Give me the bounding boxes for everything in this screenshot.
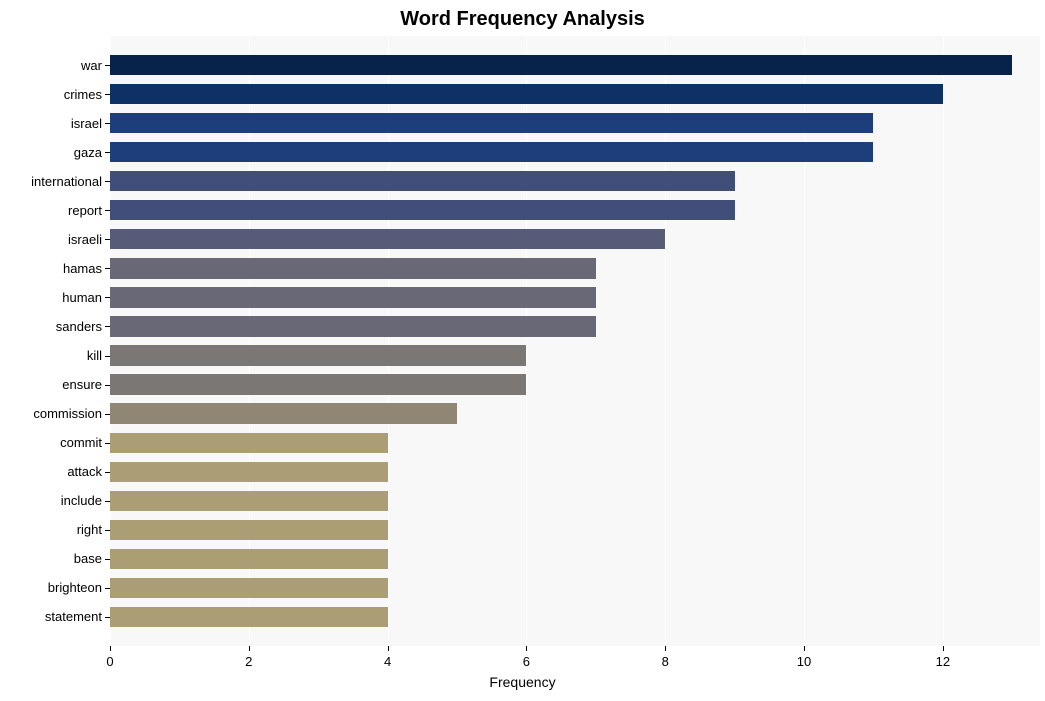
x-tick: [665, 646, 666, 651]
x-axis-title: Frequency: [0, 674, 1045, 690]
bar: [110, 200, 735, 220]
y-tick-label: gaza: [74, 145, 102, 160]
y-tick-label: human: [62, 290, 102, 305]
y-tick: [105, 501, 110, 502]
bar: [110, 462, 388, 482]
y-tick-label: ensure: [62, 377, 102, 392]
bar: [110, 374, 526, 394]
bar: [110, 142, 873, 162]
y-tick: [105, 65, 110, 66]
x-tick-label: 0: [106, 654, 113, 669]
y-tick: [105, 297, 110, 298]
bar: [110, 287, 596, 307]
x-tick-label: 6: [523, 654, 530, 669]
plot-area: [110, 36, 1040, 646]
y-tick-label: israel: [71, 116, 102, 131]
x-tick-label: 8: [662, 654, 669, 669]
x-tick: [249, 646, 250, 651]
y-tick: [105, 94, 110, 95]
y-tick-label: israeli: [68, 232, 102, 247]
bar: [110, 345, 526, 365]
y-tick: [105, 181, 110, 182]
y-tick-label: report: [68, 203, 102, 218]
bar: [110, 549, 388, 569]
y-tick: [105, 268, 110, 269]
y-tick-label: base: [74, 551, 102, 566]
y-tick: [105, 152, 110, 153]
y-tick-label: sanders: [56, 319, 102, 334]
bar: [110, 171, 735, 191]
y-tick: [105, 414, 110, 415]
y-tick-label: statement: [45, 609, 102, 624]
y-tick: [105, 588, 110, 589]
y-tick-label: crimes: [64, 87, 102, 102]
y-tick: [105, 356, 110, 357]
x-tick-label: 2: [245, 654, 252, 669]
bar: [110, 229, 665, 249]
y-tick-label: hamas: [63, 261, 102, 276]
y-tick: [105, 559, 110, 560]
y-tick: [105, 385, 110, 386]
bar: [110, 491, 388, 511]
y-tick-label: attack: [67, 464, 102, 479]
bar: [110, 258, 596, 278]
bar: [110, 403, 457, 423]
y-tick: [105, 210, 110, 211]
word-frequency-chart: Word Frequency Analysis Frequency 0 2 4 6 8 1…: [0, 0, 1045, 701]
y-tick-label: right: [77, 522, 102, 537]
y-tick-label: commit: [60, 435, 102, 450]
x-tick: [804, 646, 805, 651]
chart-title: Word Frequency Analysis: [0, 8, 1045, 31]
x-tick: [943, 646, 944, 651]
bar: [110, 607, 388, 627]
x-tick-label: 12: [936, 654, 950, 669]
y-tick: [105, 472, 110, 473]
y-tick: [105, 239, 110, 240]
y-tick-label: kill: [87, 348, 102, 363]
bar: [110, 84, 943, 104]
x-tick-label: 4: [384, 654, 391, 669]
y-tick-label: commission: [33, 406, 102, 421]
bar: [110, 520, 388, 540]
bar: [110, 113, 873, 133]
y-tick: [105, 326, 110, 327]
x-tick: [388, 646, 389, 651]
y-tick-label: brighteon: [48, 580, 102, 595]
y-tick-label: war: [81, 58, 102, 73]
bar: [110, 316, 596, 336]
bar: [110, 578, 388, 598]
y-tick: [105, 530, 110, 531]
y-tick: [105, 617, 110, 618]
x-tick-label: 10: [797, 654, 811, 669]
bar: [110, 433, 388, 453]
y-tick: [105, 123, 110, 124]
y-tick-label: include: [61, 493, 102, 508]
x-tick: [526, 646, 527, 651]
gridline: [943, 36, 944, 646]
x-tick: [110, 646, 111, 651]
y-tick: [105, 443, 110, 444]
y-tick-label: international: [31, 174, 102, 189]
bar: [110, 55, 1012, 75]
